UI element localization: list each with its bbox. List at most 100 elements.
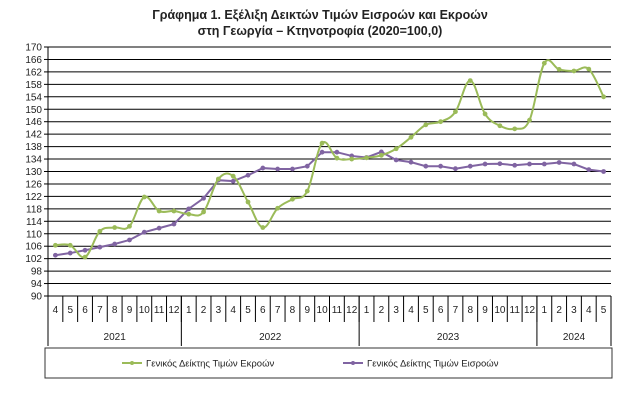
data-point-output bbox=[467, 78, 473, 84]
data-point-input bbox=[527, 161, 532, 167]
y-tick-label: 138 bbox=[25, 142, 42, 153]
data-point-output bbox=[408, 134, 414, 140]
gridlines bbox=[48, 46, 611, 297]
y-tick-label: 118 bbox=[26, 204, 42, 215]
x-tick-label-month: 4 bbox=[53, 305, 59, 316]
data-point-input bbox=[230, 178, 236, 184]
x-tick-label-year: 2023 bbox=[437, 332, 460, 343]
data-point-input bbox=[586, 167, 592, 173]
x-tick-label-month: 4 bbox=[230, 305, 236, 316]
data-point-output bbox=[112, 225, 118, 230]
data-point-input bbox=[541, 161, 547, 167]
x-tick-label-month: 9 bbox=[482, 305, 488, 316]
x-tick-label-month: 1 bbox=[542, 305, 548, 316]
data-point-input bbox=[319, 149, 325, 155]
data-point-input bbox=[601, 169, 606, 174]
y-tick-label: 154 bbox=[25, 92, 42, 103]
x-tick-label-month: 10 bbox=[494, 305, 506, 316]
chart-title-line-1: Γράφημα 1. Εξέλιξη Δεικτών Τιμών Εισροών… bbox=[152, 8, 488, 22]
data-point-input bbox=[290, 166, 295, 172]
data-point-output bbox=[453, 109, 458, 115]
data-point-input bbox=[482, 161, 488, 167]
x-tick-label-month: 8 bbox=[112, 305, 118, 316]
x-tick-label-year: 2024 bbox=[563, 332, 586, 343]
data-point-input bbox=[171, 221, 177, 227]
data-point-input bbox=[334, 149, 340, 155]
y-tick-label: 102 bbox=[25, 254, 42, 265]
x-tick-label-month: 1 bbox=[364, 305, 370, 316]
x-tick-label-month: 4 bbox=[586, 305, 592, 316]
y-tick-label: 134 bbox=[25, 155, 42, 166]
data-point-output bbox=[186, 211, 192, 217]
x-tick-label-month: 9 bbox=[127, 305, 133, 316]
series-group bbox=[53, 59, 606, 260]
chart-title-line-2: στη Γεωργία – Κτηνοτροφία (2020=100,0) bbox=[198, 24, 443, 38]
x-tick-label-month: 5 bbox=[245, 305, 251, 316]
y-tick-label: 162 bbox=[25, 67, 42, 78]
data-point-output bbox=[378, 152, 384, 158]
legend-label-output: Γενικός Δείκτης Τιμών Εκροών bbox=[146, 359, 274, 370]
x-tick-label-month: 12 bbox=[168, 305, 180, 316]
y-tick-label: 130 bbox=[25, 167, 42, 178]
y-tick-label: 94 bbox=[31, 279, 43, 290]
data-point-input bbox=[67, 250, 73, 256]
data-point-input bbox=[497, 161, 503, 167]
legend: Γενικός Δείκτης Τιμών Εκροών Γενικός Δεί… bbox=[44, 347, 613, 379]
y-tick-label: 166 bbox=[25, 55, 42, 66]
x-tick-label-month: 2 bbox=[556, 305, 562, 316]
y-tick-label: 142 bbox=[25, 130, 42, 141]
data-point-output bbox=[97, 228, 103, 234]
x-tick-label-month: 12 bbox=[346, 305, 358, 316]
data-point-output bbox=[364, 155, 369, 161]
y-tick-label: 110 bbox=[26, 229, 42, 240]
data-point-output bbox=[304, 188, 310, 194]
data-point-output bbox=[275, 205, 281, 211]
x-tick-label-month: 4 bbox=[408, 305, 414, 316]
data-point-input bbox=[186, 206, 192, 212]
x-tick-label-month: 3 bbox=[393, 305, 399, 316]
data-point-input bbox=[378, 149, 384, 155]
y-tick-label: 90 bbox=[31, 292, 43, 303]
legend-label-input: Γενικός Δείκτης Τιμών Εισροών bbox=[367, 359, 499, 370]
data-point-input bbox=[275, 166, 281, 172]
data-point-input bbox=[408, 159, 414, 165]
x-tick-label-month: 11 bbox=[332, 305, 343, 316]
data-point-output bbox=[393, 146, 399, 152]
x-tick-label-month: 3 bbox=[571, 305, 577, 316]
data-point-output bbox=[67, 242, 73, 248]
data-point-output bbox=[53, 242, 58, 248]
y-tick-label: 122 bbox=[25, 192, 42, 203]
data-point-output bbox=[82, 254, 88, 260]
data-point-input bbox=[245, 172, 251, 178]
data-point-input bbox=[201, 195, 206, 201]
data-point-output bbox=[527, 117, 532, 123]
series-line-input bbox=[55, 150, 604, 257]
x-tick-label-month: 2 bbox=[379, 305, 385, 316]
data-point-output bbox=[245, 199, 251, 205]
data-point-output bbox=[334, 155, 340, 161]
data-point-output bbox=[438, 119, 444, 125]
data-point-output bbox=[171, 208, 177, 214]
x-tick-label-month: 3 bbox=[216, 305, 222, 316]
data-point-output bbox=[230, 173, 236, 179]
x-tick-label-month: 2 bbox=[201, 305, 207, 316]
y-tick-label: 106 bbox=[25, 242, 42, 253]
x-tick-label-month: 9 bbox=[304, 305, 310, 316]
data-point-output bbox=[482, 111, 488, 117]
data-point-output bbox=[141, 194, 147, 200]
y-tick-label: 98 bbox=[31, 267, 43, 278]
legend-marker-input bbox=[351, 361, 355, 365]
data-point-output bbox=[423, 122, 429, 128]
data-point-output bbox=[601, 94, 606, 100]
y-tick-label: 146 bbox=[25, 117, 42, 128]
x-tick-label-month: 10 bbox=[317, 305, 329, 316]
data-point-input bbox=[512, 162, 518, 168]
x-tick-label-month: 7 bbox=[453, 305, 459, 316]
data-point-input bbox=[556, 160, 562, 165]
x-tick-label-month: 7 bbox=[275, 305, 281, 316]
data-point-output bbox=[215, 176, 221, 182]
y-tick-label: 150 bbox=[25, 105, 42, 116]
x-tick-label-month: 11 bbox=[510, 305, 521, 316]
x-tick-label-month: 10 bbox=[139, 305, 151, 316]
